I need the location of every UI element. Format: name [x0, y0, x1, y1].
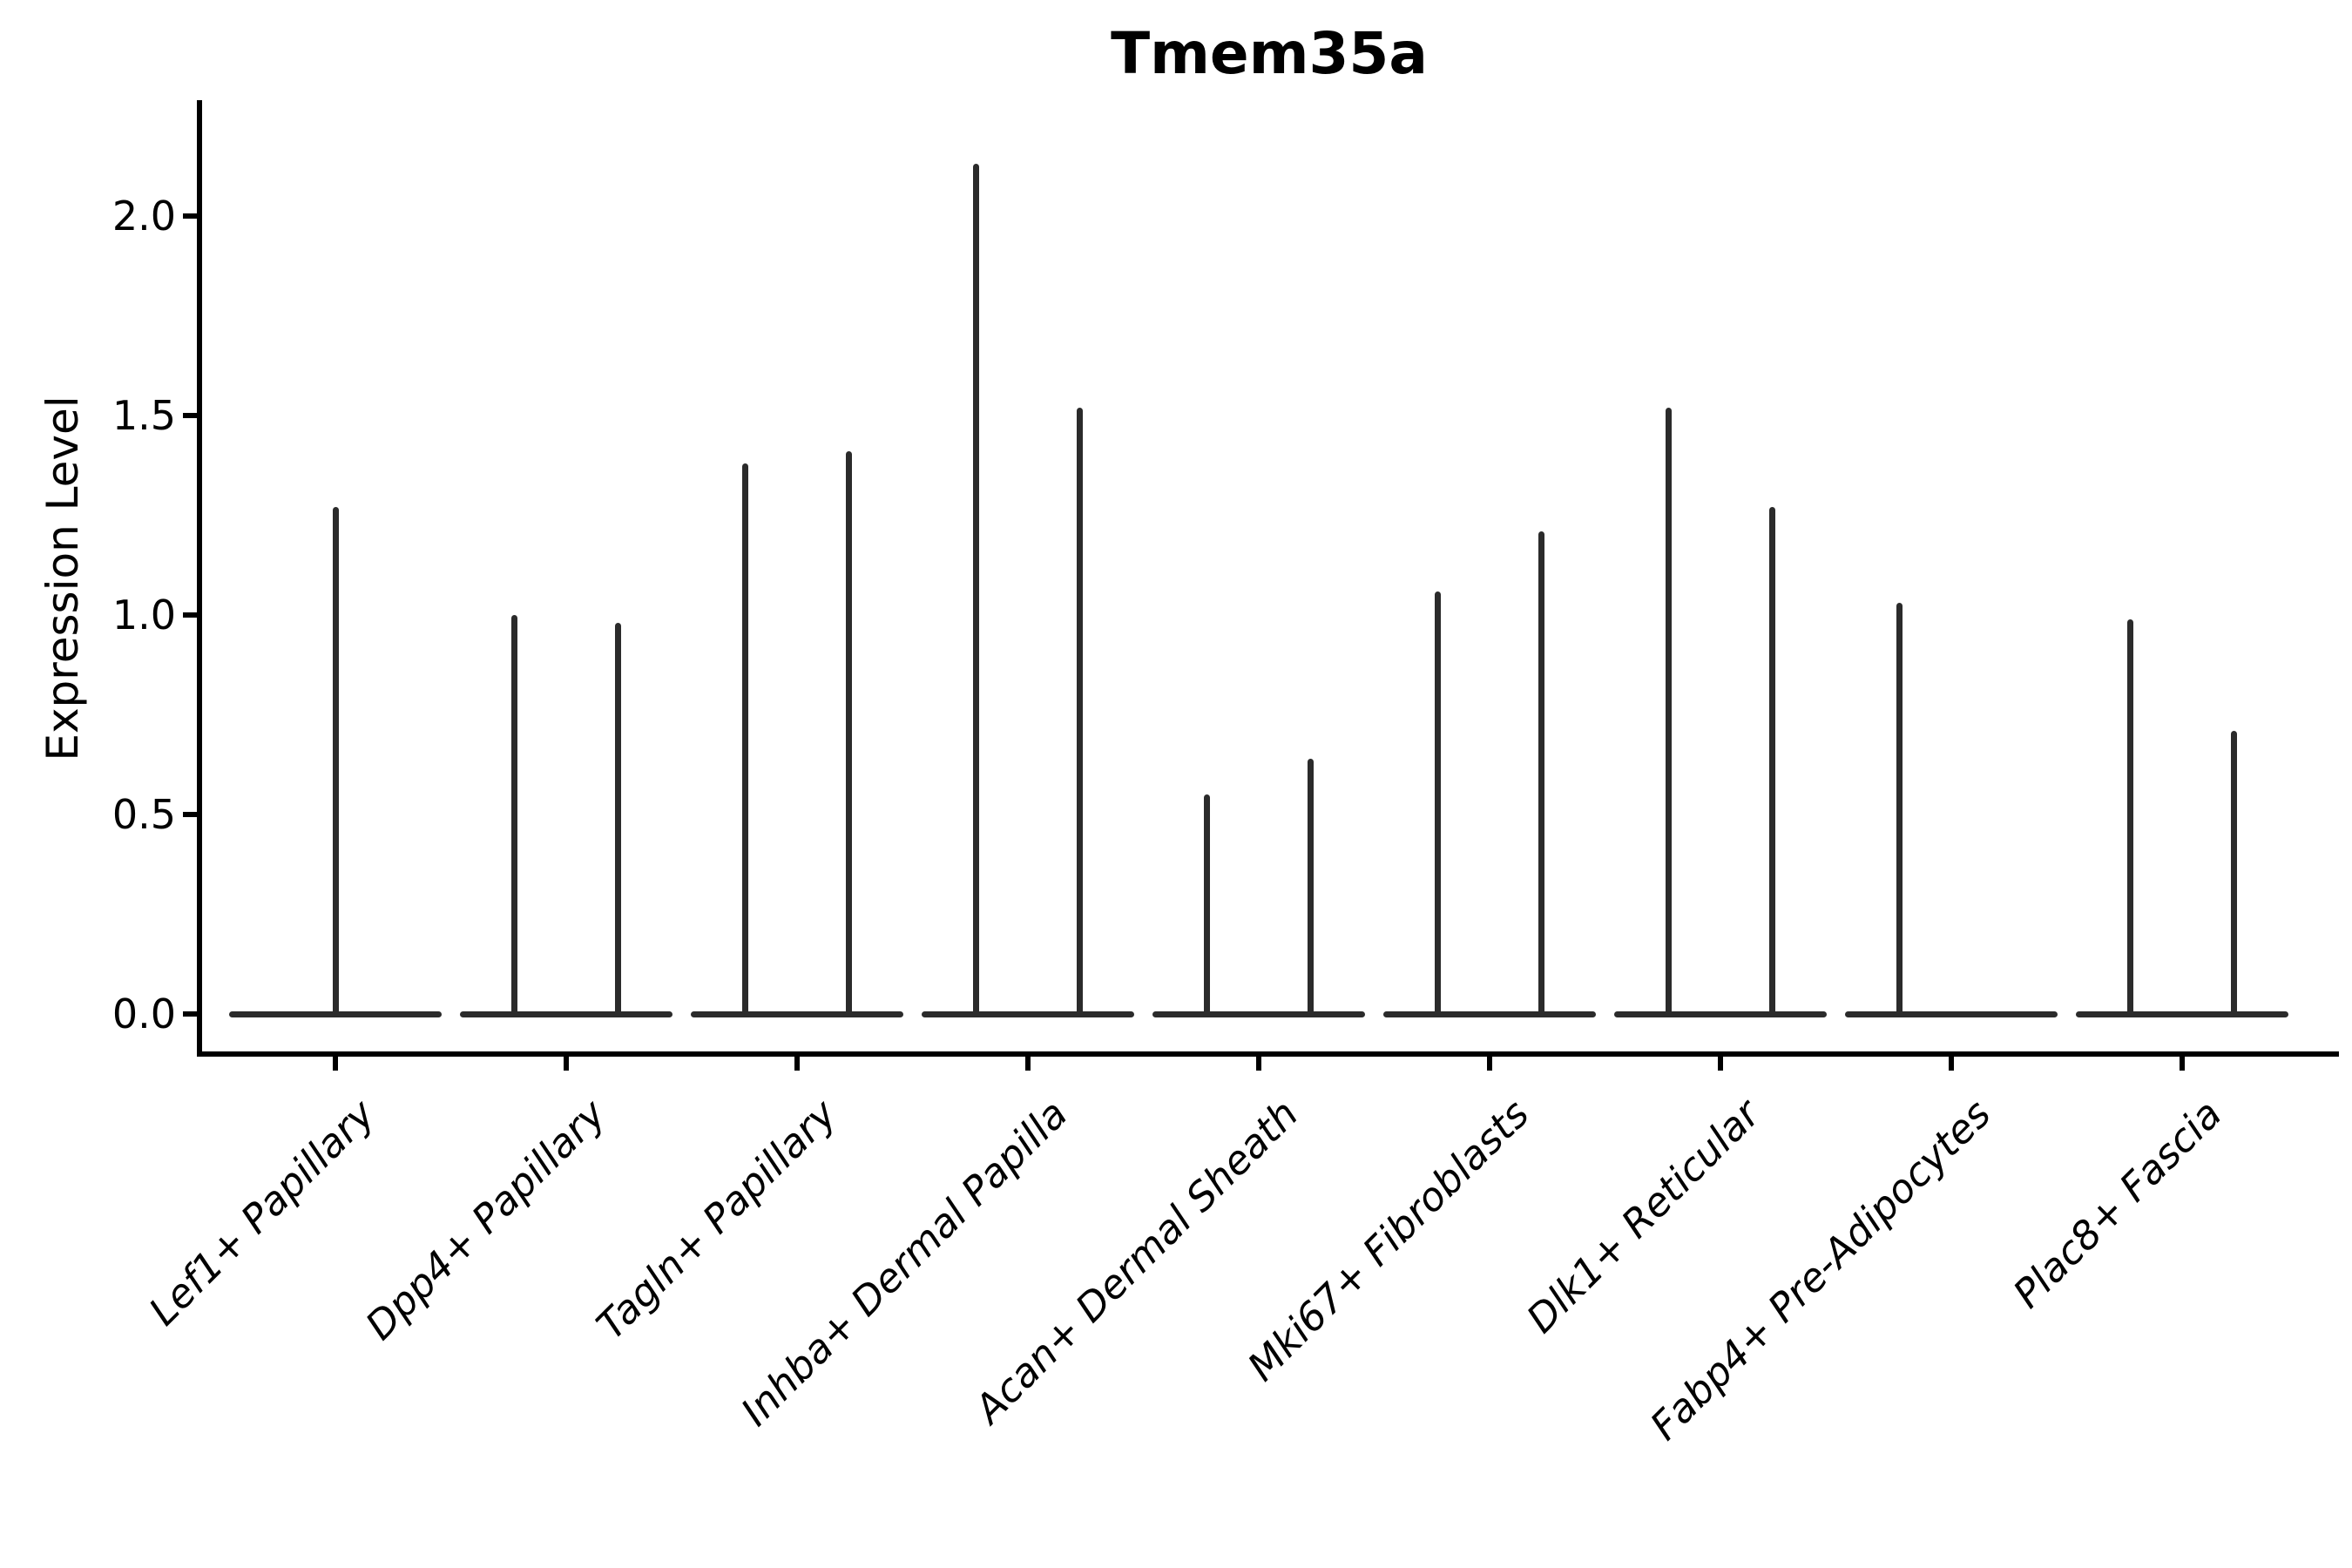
x-tick [1949, 1057, 1954, 1071]
violin-spike [1077, 407, 1083, 1014]
violin-spike [511, 615, 517, 1014]
y-tick-label: 2.0 [112, 193, 176, 240]
violin-baseline [691, 1010, 903, 1017]
x-tick-label: Lef1+ Papillary [139, 1091, 384, 1335]
y-axis-spine [197, 100, 202, 1057]
y-tick-label: 1.0 [112, 591, 176, 639]
violin-spike [1769, 507, 1775, 1014]
y-tick-label: 1.5 [112, 392, 176, 439]
x-tick [794, 1057, 800, 1071]
x-axis-spine [197, 1051, 2339, 1057]
x-tick [1487, 1057, 1492, 1071]
violin-baseline [1383, 1010, 1596, 1017]
violin-baseline [460, 1010, 672, 1017]
x-tick-label: Dlk1+ Reticular [1517, 1091, 1769, 1342]
violin-baseline [2076, 1010, 2288, 1017]
violin-spike [973, 164, 979, 1014]
violin-spike [742, 463, 748, 1014]
violin-baseline [1845, 1010, 2058, 1017]
y-tick [183, 213, 197, 219]
violin-spike [1896, 603, 1903, 1014]
chart-title: Tmem35a [1111, 20, 1428, 87]
y-tick [183, 612, 197, 618]
violin-baseline [229, 1010, 442, 1017]
violin-spike [332, 507, 339, 1014]
y-tick-label: 0.5 [112, 791, 176, 838]
y-tick-label: 0.0 [112, 990, 176, 1037]
x-tick [1256, 1057, 1261, 1071]
violin-spike [2127, 618, 2133, 1014]
violin-spike [615, 623, 621, 1014]
violin-spike [1308, 758, 1314, 1014]
x-tick [1718, 1057, 1723, 1071]
y-tick [183, 413, 197, 418]
x-tick-label: Tagln+ Papillary [587, 1091, 846, 1348]
x-tick [333, 1057, 338, 1071]
violin-spike [1435, 591, 1441, 1014]
violin-baseline [1152, 1010, 1365, 1017]
x-tick-label: Dpp4+ Papillary [356, 1091, 615, 1349]
y-axis-label: Expression Level [37, 395, 88, 761]
violin-spike [1204, 794, 1210, 1014]
violin-spike [1538, 531, 1544, 1014]
violin-baseline [922, 1010, 1134, 1017]
violin-spike [2231, 730, 2237, 1014]
x-tick [564, 1057, 569, 1071]
x-tick-label: Plac8+ Fascia [2004, 1091, 2231, 1317]
x-tick [2180, 1057, 2185, 1071]
y-tick [183, 1011, 197, 1017]
violin-baseline [1614, 1010, 1827, 1017]
violin-spike [846, 451, 852, 1014]
y-tick [183, 812, 197, 817]
violin-spike [1666, 407, 1672, 1014]
x-tick [1025, 1057, 1031, 1071]
